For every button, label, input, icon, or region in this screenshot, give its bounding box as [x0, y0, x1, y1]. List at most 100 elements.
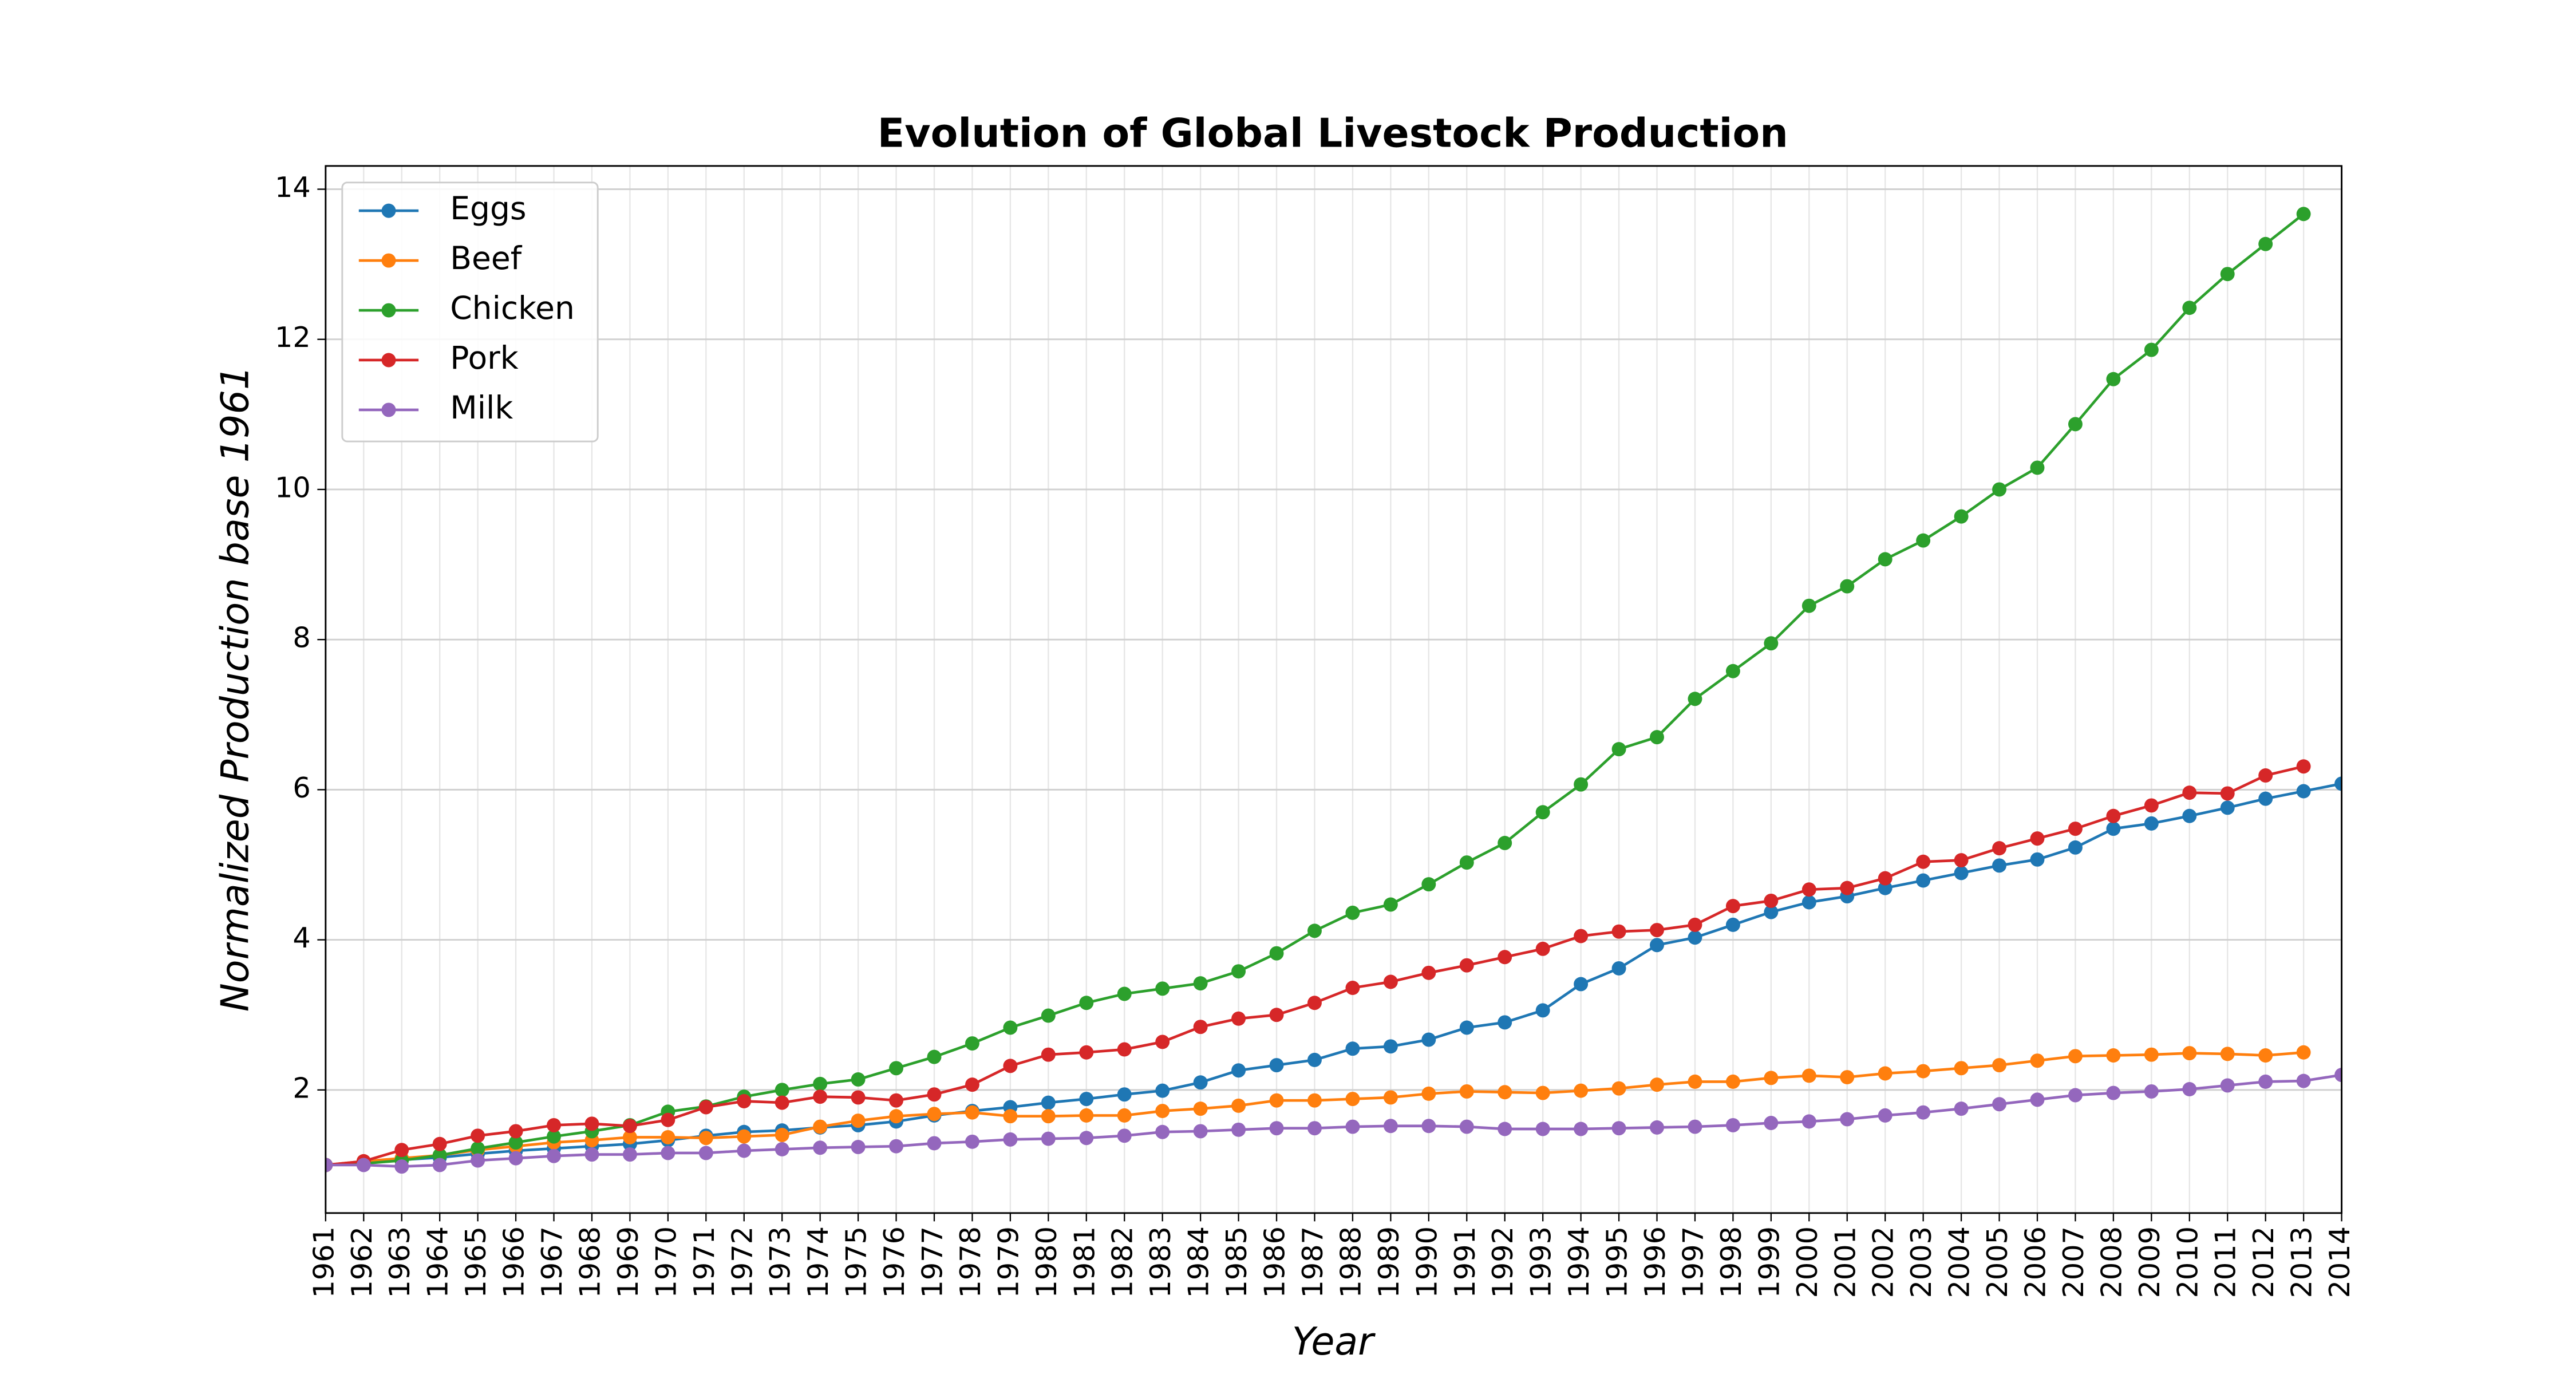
data-point	[1954, 1101, 1969, 1116]
data-point	[1003, 1020, 1018, 1035]
data-point	[1345, 905, 1360, 920]
data-point	[889, 1093, 904, 1108]
data-point	[1878, 552, 1893, 567]
data-point	[927, 1049, 942, 1064]
data-point	[1688, 917, 1702, 932]
data-point	[1650, 1120, 1664, 1135]
x-tick-label: 1975	[840, 1226, 873, 1298]
data-point	[1840, 881, 1855, 895]
data-point	[2296, 759, 2311, 774]
data-point	[1954, 509, 1969, 524]
data-point	[965, 1036, 979, 1051]
data-point	[698, 1100, 713, 1115]
data-point	[1535, 1122, 1550, 1136]
data-point	[1345, 1092, 1360, 1107]
data-point	[1688, 692, 1702, 706]
data-point	[661, 1130, 675, 1144]
data-point	[1079, 1045, 1094, 1060]
legend-label: Pork	[450, 339, 519, 376]
data-point	[1307, 1093, 1322, 1108]
x-tick-label: 1963	[383, 1226, 416, 1298]
data-point	[622, 1119, 637, 1134]
data-point	[2296, 784, 2311, 799]
data-point	[1535, 1085, 1550, 1100]
legend-label: Chicken	[450, 290, 575, 326]
y-tick-label: 4	[293, 921, 310, 954]
data-point	[1650, 938, 1664, 953]
axes-frame	[325, 165, 2343, 1214]
data-point	[2182, 1082, 2197, 1096]
data-point	[1611, 1121, 1626, 1136]
x-tick-label: 1970	[649, 1226, 682, 1298]
data-point	[1611, 742, 1626, 757]
data-point	[1878, 1108, 1893, 1123]
data-point	[851, 1140, 866, 1154]
x-tick-label: 1997	[1676, 1226, 1709, 1298]
data-point	[1383, 1090, 1398, 1105]
data-point	[1574, 977, 1589, 992]
data-point	[1193, 1124, 1208, 1139]
data-point	[1498, 1085, 1512, 1100]
x-tick-label: 1980	[1030, 1226, 1063, 1298]
data-point	[2144, 342, 2159, 357]
data-point	[775, 1095, 789, 1110]
data-point	[1383, 1039, 1398, 1054]
data-point	[1954, 853, 1969, 868]
data-point	[1041, 1095, 1056, 1110]
data-point	[661, 1112, 675, 1127]
data-point	[1345, 1041, 1360, 1056]
data-point	[1231, 1063, 1246, 1078]
x-tick-label: 1974	[801, 1226, 835, 1298]
data-point	[508, 1151, 523, 1166]
data-point	[1916, 533, 1931, 548]
data-point	[1801, 1068, 1816, 1083]
data-point	[394, 1143, 409, 1158]
data-point	[1383, 1119, 1398, 1134]
data-point	[1801, 1114, 1816, 1129]
data-point	[927, 1087, 942, 1102]
data-point	[584, 1116, 599, 1131]
x-tick-label: 1996	[1638, 1226, 1672, 1298]
x-tick-label: 2008	[2095, 1226, 2128, 1298]
x-tick-label: 2005	[1981, 1226, 2014, 1298]
x-tick-label: 1985	[1220, 1226, 1253, 1298]
data-point	[1079, 996, 1094, 1010]
data-point	[1079, 1092, 1094, 1107]
data-point	[1498, 836, 1512, 850]
data-point	[2334, 1068, 2342, 1083]
x-tick-label: 2004	[1943, 1226, 1976, 1298]
data-point	[1421, 1086, 1436, 1101]
legend-label: Beef	[450, 240, 523, 277]
data-point	[1459, 958, 1474, 973]
data-point	[1193, 976, 1208, 991]
data-point	[1459, 855, 1474, 870]
data-point	[1688, 930, 1702, 945]
legend-marker	[381, 253, 396, 268]
data-point	[737, 1129, 752, 1144]
data-point	[1459, 1084, 1474, 1099]
data-point	[1992, 1058, 2007, 1073]
data-point	[1421, 1032, 1436, 1047]
data-point	[2144, 1084, 2159, 1099]
data-point	[1459, 1119, 1474, 1134]
data-point	[1574, 777, 1589, 792]
data-point	[2258, 1048, 2273, 1063]
x-tick-label: 1968	[573, 1226, 606, 1298]
data-point	[2068, 840, 2083, 855]
data-point	[1269, 1058, 1284, 1073]
data-point	[1193, 1020, 1208, 1035]
data-point	[2106, 1048, 2121, 1063]
data-point	[471, 1141, 485, 1156]
data-point	[813, 1076, 828, 1091]
data-point	[1764, 1116, 1779, 1130]
data-point	[1992, 841, 2007, 856]
data-point	[2296, 1073, 2311, 1088]
data-point	[1764, 1071, 1779, 1085]
data-point	[1611, 1081, 1626, 1096]
data-point	[2144, 816, 2159, 831]
data-point	[1535, 805, 1550, 820]
data-point	[1269, 1008, 1284, 1022]
x-tick-label: 1987	[1296, 1226, 1329, 1298]
data-point	[1041, 1008, 1056, 1023]
x-tick-label: 2003	[1905, 1226, 1938, 1298]
